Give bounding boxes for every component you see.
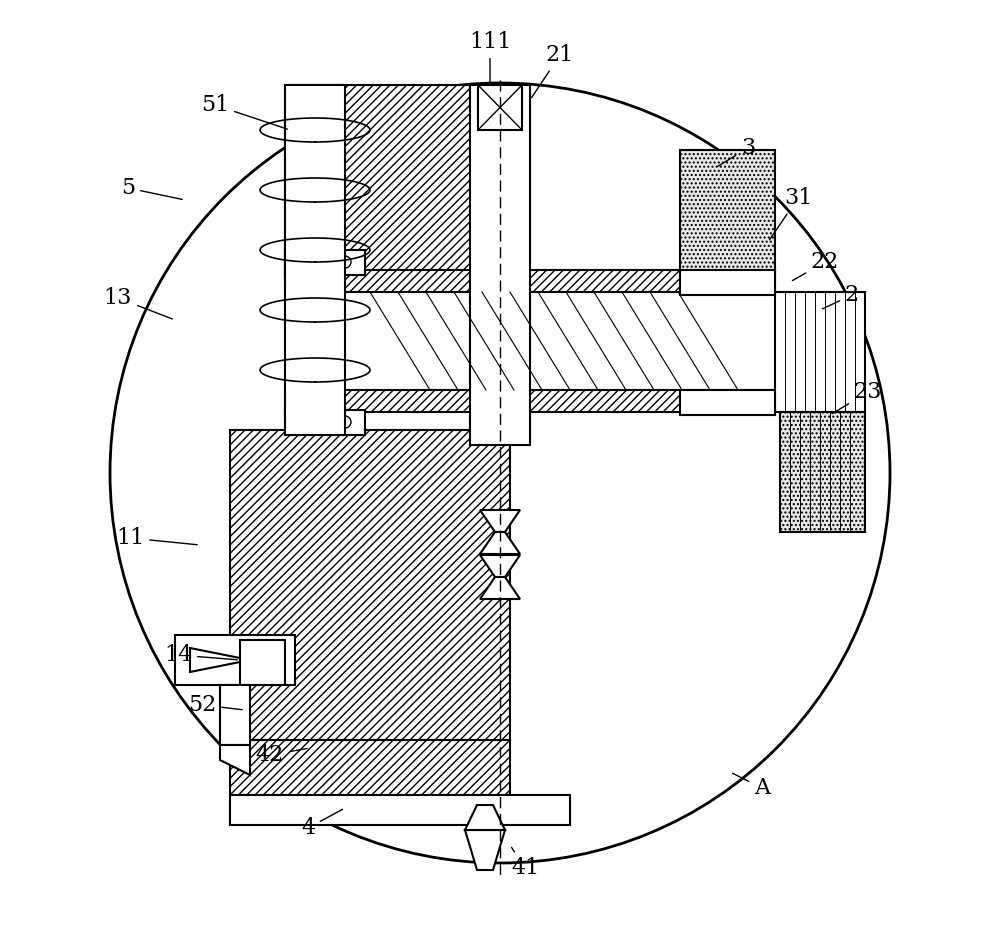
Polygon shape [465, 805, 505, 830]
Text: 42: 42 [256, 744, 307, 766]
Text: 23: 23 [832, 381, 882, 413]
Bar [285, 85, 345, 435]
Bar [680, 390, 775, 415]
Bar [285, 250, 365, 275]
Bar [775, 292, 865, 412]
Text: 41: 41 [511, 848, 539, 879]
Bar [230, 795, 570, 825]
Bar [230, 740, 510, 795]
Polygon shape [480, 577, 520, 599]
Text: 4: 4 [301, 810, 343, 839]
Text: 31: 31 [770, 187, 812, 239]
Text: 11: 11 [116, 527, 197, 549]
Text: 51: 51 [201, 94, 287, 129]
Text: 14: 14 [164, 644, 237, 666]
Text: 21: 21 [532, 44, 574, 97]
Polygon shape [480, 532, 520, 554]
Circle shape [309, 416, 321, 428]
Polygon shape [480, 510, 520, 532]
Bar [780, 412, 865, 532]
Bar [285, 85, 510, 275]
Bar [470, 85, 530, 445]
Bar [240, 640, 285, 685]
Bar [680, 150, 775, 275]
Bar [220, 685, 250, 745]
Circle shape [110, 83, 890, 863]
Text: A: A [732, 773, 770, 799]
Text: 3: 3 [717, 137, 755, 166]
Bar [285, 410, 365, 435]
Bar [285, 270, 775, 292]
Polygon shape [220, 745, 250, 775]
Polygon shape [480, 555, 520, 577]
Polygon shape [465, 830, 505, 870]
Circle shape [339, 256, 351, 268]
Text: 111: 111 [469, 31, 511, 85]
Bar [285, 390, 775, 412]
Text: 5: 5 [121, 177, 182, 200]
Bar [175, 635, 295, 685]
Text: 13: 13 [104, 287, 172, 319]
Polygon shape [190, 648, 250, 672]
Text: 22: 22 [792, 251, 839, 281]
Circle shape [309, 256, 321, 268]
Circle shape [339, 416, 351, 428]
Text: 2: 2 [823, 284, 859, 308]
Text: 52: 52 [188, 694, 242, 716]
Bar [680, 270, 775, 295]
Bar [230, 430, 510, 740]
Bar [478, 85, 522, 130]
